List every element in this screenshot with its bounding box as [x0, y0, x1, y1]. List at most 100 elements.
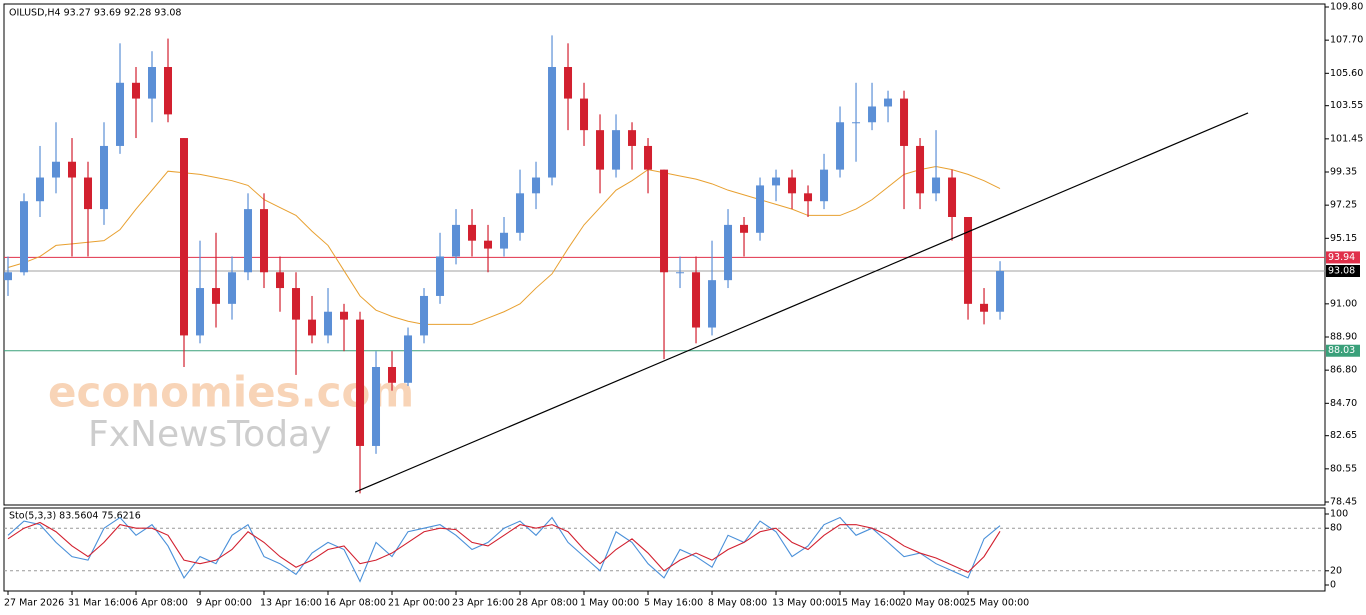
x-tick-label: 5 May 16:00: [644, 598, 703, 609]
candle-body: [532, 177, 541, 194]
candle-body: [948, 177, 957, 217]
candle-body: [916, 145, 925, 194]
trend-line: [354, 112, 1249, 493]
candle-body: [596, 130, 605, 170]
x-tick-label: 27 Mar 2026: [4, 598, 64, 609]
candle-body: [660, 169, 669, 273]
x-tick-label: 13 Apr 16:00: [260, 598, 322, 609]
x-tick-label: 15 May 16:00: [836, 598, 901, 609]
stoch-line: [7, 516, 1001, 583]
candle-body: [804, 193, 813, 202]
y-tick-label: 100: [1330, 509, 1348, 520]
x-tick-label: 23 Apr 16:00: [452, 598, 514, 609]
level-tag: [1326, 251, 1360, 264]
candle-body: [356, 319, 365, 446]
candle-body: [244, 209, 253, 273]
y-tick-label: 103.55: [1330, 100, 1363, 111]
y-tick-label: 80: [1330, 523, 1342, 534]
candle-body: [36, 177, 45, 202]
candle-body: [4, 272, 13, 281]
x-tick-label: 25 May 00:00: [964, 598, 1029, 609]
candle-body: [500, 232, 509, 249]
candle-body: [964, 217, 973, 304]
watermark: economies.com: [48, 368, 414, 417]
x-tick-label: 8 May 08:00: [708, 598, 767, 609]
y-tick-label: 84.70: [1330, 398, 1357, 409]
candle-body: [772, 177, 781, 186]
stoch-title: Sto(5,3,3) 83.5604 75.6216: [9, 511, 141, 522]
candle-body: [740, 224, 749, 233]
y-tick-label: 88.90: [1330, 332, 1357, 343]
level-tag: [1326, 344, 1360, 357]
main-frame: [3, 3, 1326, 506]
y-tick-label: 0: [1330, 580, 1336, 591]
y-tick-label: 78.45: [1330, 497, 1357, 508]
candle-body: [852, 122, 861, 124]
candle-body: [372, 367, 381, 446]
candle-body: [436, 256, 445, 296]
y-tick-label: 105.60: [1330, 68, 1363, 79]
candle-body: [420, 295, 429, 336]
y-tick-label: 107.70: [1330, 35, 1363, 46]
candle-body: [708, 280, 717, 328]
candle-body: [980, 303, 989, 312]
y-tick-label: 99.35: [1330, 167, 1357, 178]
y-tick-label: 109.80: [1330, 2, 1363, 13]
x-tick-label: 9 Apr 00:00: [196, 598, 252, 609]
candle-body: [20, 201, 29, 273]
x-tick-label: 1 May 00:00: [580, 598, 639, 609]
candle-body: [84, 177, 93, 210]
candle-body: [340, 311, 349, 320]
candle-body: [484, 240, 493, 249]
candle-body: [468, 224, 477, 241]
x-tick-label: 28 Apr 08:00: [516, 598, 578, 609]
candle-body: [516, 193, 525, 233]
y-tick-label: 86.80: [1330, 365, 1357, 376]
candle-body: [612, 130, 621, 170]
y-tick-label: 101.45: [1330, 133, 1363, 144]
candle-body: [756, 185, 765, 233]
candle-body: [164, 67, 173, 115]
y-tick-label: 91.00: [1330, 298, 1357, 309]
y-tick-label: 80.55: [1330, 463, 1357, 474]
stoch-frame: [3, 507, 1326, 592]
x-tick-label: 6 Apr 08:00: [132, 598, 188, 609]
candle-body: [68, 161, 77, 178]
candle-body: [692, 272, 701, 328]
candle-body: [116, 82, 125, 146]
candle-body: [52, 161, 61, 178]
candle-body: [628, 130, 637, 146]
candle-body: [580, 98, 589, 131]
candle-body: [452, 224, 461, 257]
candle-body: [548, 67, 557, 178]
y-tick-label: 97.25: [1330, 200, 1357, 211]
candle-body: [724, 224, 733, 281]
level-label: 93.94: [1328, 252, 1355, 263]
candle-body: [996, 271, 1005, 312]
candle-body: [180, 138, 189, 336]
candle-body: [788, 177, 797, 194]
candle-body: [148, 67, 157, 99]
symbol-header: OILUSD,H4 93.27 93.69 92.28 93.08: [9, 8, 181, 19]
candle-body: [292, 288, 301, 320]
candle-body: [260, 209, 269, 273]
candle-body: [388, 367, 397, 383]
candle-body: [564, 67, 573, 99]
candle-body: [644, 145, 653, 170]
level-label: 88.03: [1328, 345, 1355, 356]
candle-body: [308, 319, 317, 336]
candle-body: [836, 122, 845, 170]
candle-body: [196, 288, 205, 336]
candle-body: [820, 169, 829, 202]
candle-body: [932, 177, 941, 194]
x-tick-label: 16 Apr 08:00: [324, 598, 386, 609]
candle-body: [228, 272, 237, 304]
candle-body: [212, 288, 221, 304]
candle-body: [100, 145, 109, 210]
moving-average: [7, 165, 1001, 325]
x-tick-label: 31 Mar 16:00: [68, 598, 131, 609]
x-tick-label: 21 Apr 00:00: [388, 598, 450, 609]
candle-body: [900, 98, 909, 146]
candle-body: [868, 106, 877, 123]
